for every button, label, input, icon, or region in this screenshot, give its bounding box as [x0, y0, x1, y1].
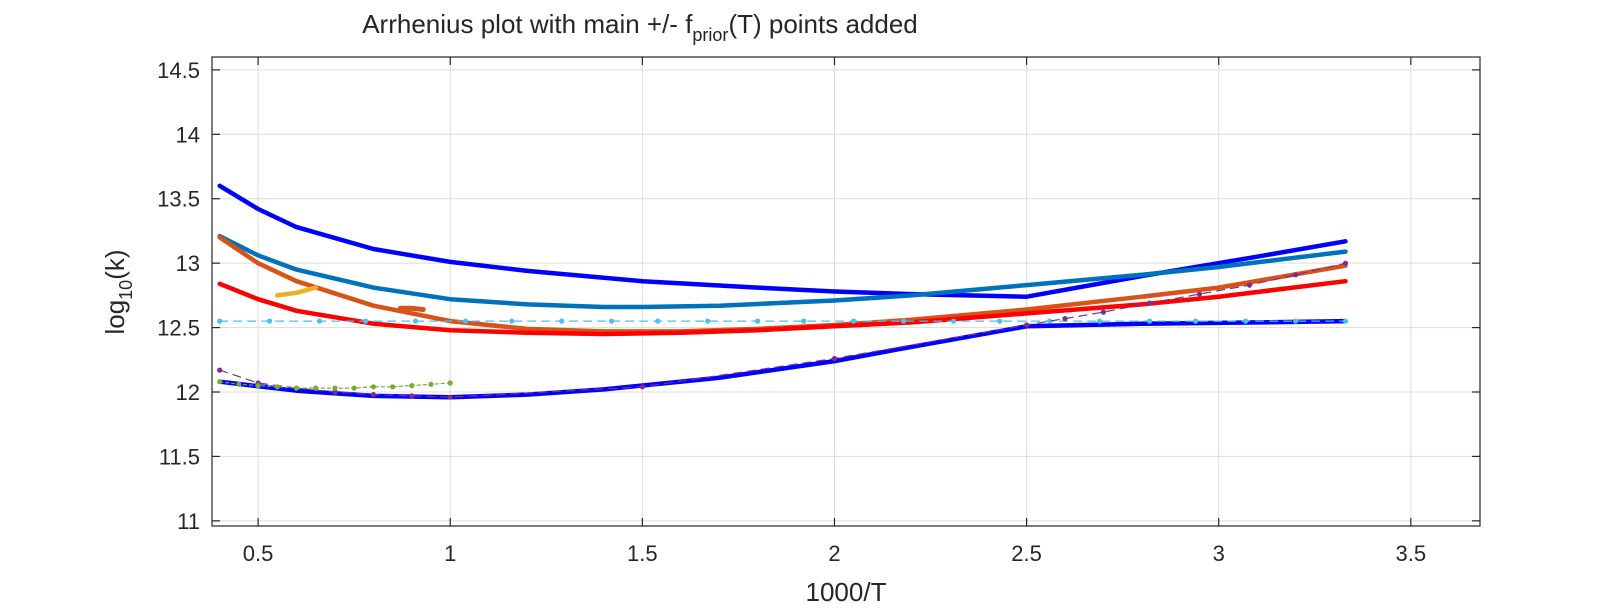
series-layer — [217, 183, 1349, 400]
series-point-9 — [1342, 318, 1349, 324]
y-tick-label: 11 — [177, 509, 200, 534]
series-point-11 — [217, 379, 223, 385]
x-tick-label: 2 — [828, 541, 840, 566]
series-point-11 — [313, 385, 319, 391]
series-point-9 — [217, 318, 223, 324]
series-point-10 — [370, 392, 376, 398]
series-point-9 — [559, 318, 565, 324]
series-point-11 — [332, 385, 338, 391]
series-point-10 — [447, 394, 453, 400]
series-point-9 — [1293, 318, 1299, 324]
series-point-11 — [428, 381, 434, 387]
y-axis-label-main: log — [100, 300, 130, 335]
series-point-10 — [1246, 282, 1253, 288]
series-line-7 — [275, 285, 318, 298]
series-point-9 — [755, 318, 761, 324]
series-point-10 — [1196, 291, 1203, 297]
series-point-10 — [332, 389, 338, 395]
series-point-10 — [1342, 260, 1349, 266]
axes-box — [211, 56, 1481, 527]
series-point-10 — [1100, 309, 1106, 315]
chart-title: Arrhenius plot with main +/- fprior(T) p… — [362, 9, 918, 45]
series-line-0 — [217, 183, 1029, 299]
x-tick-label: 1.5 — [627, 541, 658, 566]
y-tick-label: 13 — [176, 251, 200, 276]
series-point-9 — [1243, 318, 1249, 324]
x-axis-label: 1000/T — [806, 577, 887, 607]
series-point-11 — [255, 383, 261, 389]
series-point-10 — [1293, 272, 1299, 278]
grid-lines — [212, 57, 1480, 526]
series-point-9 — [1047, 318, 1053, 324]
x-tick-label: 0.5 — [243, 541, 274, 566]
series-point-9 — [267, 318, 273, 324]
series-point-9 — [413, 318, 419, 324]
y-tick-label: 14.5 — [157, 58, 200, 83]
series-line-6 — [1024, 318, 1348, 329]
series-point-10 — [831, 355, 838, 362]
y-tick-label: 12.5 — [157, 316, 200, 341]
chart-title-subscript: prior — [692, 25, 728, 45]
series-point-9 — [851, 318, 857, 324]
series-point-10 — [639, 384, 646, 390]
series-point-9 — [609, 318, 615, 324]
series-point-9 — [705, 318, 711, 324]
series-point-11 — [351, 385, 357, 391]
series-point-9 — [901, 318, 907, 324]
y-tick-label: 14 — [176, 122, 200, 147]
x-tick-label: 1 — [444, 541, 456, 566]
series-line-4 — [217, 278, 1348, 337]
x-tick-label: 2.5 — [1011, 541, 1042, 566]
y-tick-label: 11.5 — [159, 444, 200, 469]
series-point-9 — [655, 318, 661, 324]
series-point-10 — [1062, 316, 1068, 322]
chart-title-main: Arrhenius plot with main +/- f — [362, 9, 693, 39]
series-point-11 — [274, 384, 280, 390]
series-point-11 — [447, 380, 453, 386]
series-point-9 — [1097, 318, 1103, 324]
series-line-2 — [217, 233, 1348, 310]
series-point-9 — [1193, 318, 1199, 324]
series-line-8 — [397, 305, 426, 312]
y-tick-label: 12 — [176, 380, 200, 405]
series-point-9 — [463, 318, 469, 324]
series-point-10 — [409, 393, 415, 399]
series-point-10 — [217, 367, 223, 373]
y-axis-label-suffix: (k) — [100, 249, 130, 279]
series-point-11 — [409, 383, 415, 389]
series-point-11 — [293, 385, 300, 391]
series-point-9 — [509, 318, 515, 324]
series-point-9 — [951, 318, 957, 324]
y-axis-label-subscript: 10 — [116, 280, 136, 300]
series-point-10 — [1147, 300, 1153, 306]
series-point-9 — [317, 318, 323, 324]
series-line-1 — [1024, 239, 1348, 299]
chart-title-suffix: (T) points added — [728, 9, 917, 39]
series-point-9 — [363, 318, 369, 324]
x-tick-label: 3 — [1213, 541, 1225, 566]
series-point-10 — [1024, 322, 1030, 328]
series-point-9 — [1147, 318, 1153, 324]
tick-marks — [212, 57, 1480, 526]
x-tick-label: 3.5 — [1396, 541, 1427, 566]
y-tick-label: 13.5 — [157, 187, 200, 212]
series-point-9 — [997, 318, 1003, 324]
series-point-11 — [236, 381, 242, 387]
series-point-9 — [801, 318, 807, 324]
series-point-11 — [370, 384, 376, 390]
y-axis-label: log10(k) — [100, 249, 136, 334]
series-point-11 — [390, 384, 396, 390]
